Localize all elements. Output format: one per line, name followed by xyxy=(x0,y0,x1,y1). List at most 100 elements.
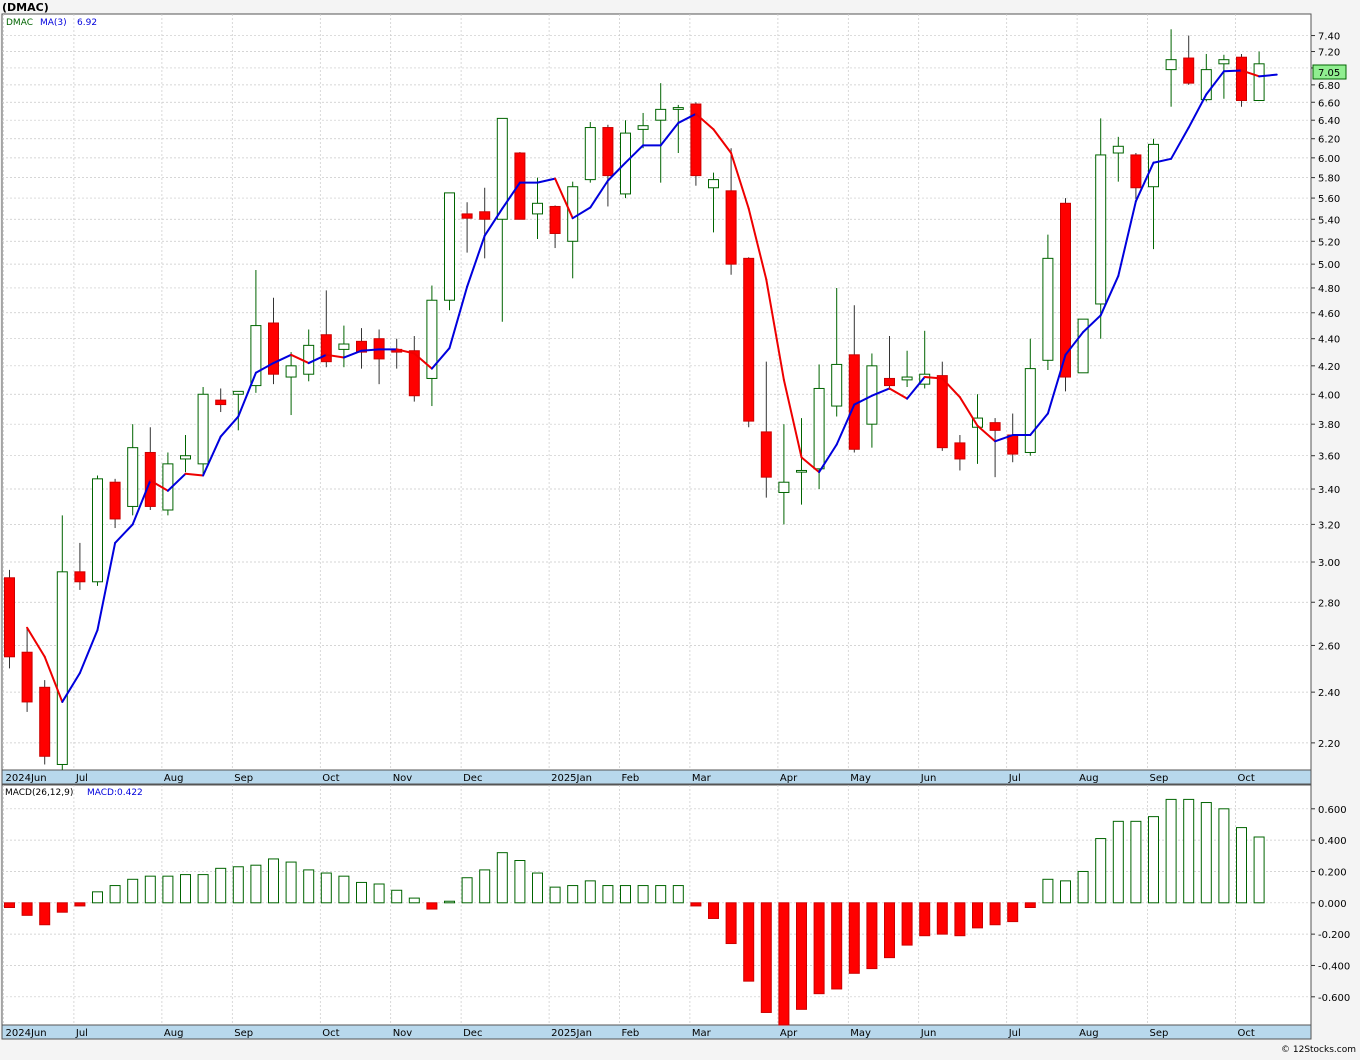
price-legend-ma-value: 6.92 xyxy=(77,18,97,28)
candle-body xyxy=(268,322,279,375)
macd-bar xyxy=(655,885,667,904)
price-tick-label: 2.60 xyxy=(1318,641,1340,652)
candle-body xyxy=(1236,56,1247,101)
ma3-segment xyxy=(659,121,680,147)
candle-body xyxy=(1112,145,1124,154)
candle-body xyxy=(567,186,579,242)
price-tick-label: 5.40 xyxy=(1318,215,1340,226)
ma3-segment xyxy=(800,456,821,474)
macd-bar xyxy=(285,861,297,904)
ma3-segment xyxy=(254,362,275,374)
macd-bar xyxy=(232,866,244,904)
price-tick-label: 3.20 xyxy=(1318,520,1340,531)
macd-date-label: Nov xyxy=(393,1028,413,1039)
macd-bar xyxy=(848,902,860,974)
candle-body xyxy=(796,469,807,473)
ma3-segment xyxy=(1152,157,1173,164)
candle-body xyxy=(690,103,702,177)
ma3-segment xyxy=(554,177,574,220)
chart-title: (DMAC) xyxy=(2,1,49,14)
candle-body xyxy=(655,108,667,121)
macd-bar xyxy=(4,902,15,908)
candle-body xyxy=(250,325,262,387)
price-date-label: Jun xyxy=(920,773,937,784)
ma3-segment xyxy=(1134,161,1155,203)
ma3-segment xyxy=(782,378,803,459)
candle-body xyxy=(197,393,209,465)
macd-bar xyxy=(268,858,279,904)
macd-bar xyxy=(602,885,614,904)
ma3-segment xyxy=(624,144,645,164)
macd-panel xyxy=(1,784,1312,1026)
macd-bar xyxy=(778,902,790,1026)
candle-body xyxy=(39,686,51,757)
price-date-label: Oct xyxy=(322,773,339,784)
macd-bar xyxy=(444,900,455,904)
price-legend-symbol: DMAC xyxy=(6,18,33,28)
candle-body xyxy=(320,334,332,363)
candle-body xyxy=(514,152,526,220)
macd-bar xyxy=(584,880,596,904)
macd-bar xyxy=(1218,808,1230,904)
macd-bar xyxy=(1165,798,1177,904)
ma3-segment xyxy=(1170,126,1190,160)
ma3-segment xyxy=(184,472,205,477)
price-date-label: Oct xyxy=(1238,773,1255,784)
macd-date-label: Aug xyxy=(164,1028,184,1039)
candle-body xyxy=(743,257,755,422)
macd-bar xyxy=(708,902,719,919)
macd-date-label: Oct xyxy=(1238,1028,1255,1039)
price-tick-label: 6.20 xyxy=(1318,135,1340,146)
macd-date-label: Aug xyxy=(1079,1028,1099,1039)
price-date-label: 2025Jan xyxy=(551,773,592,784)
candle-body xyxy=(408,350,420,397)
macd-bar xyxy=(250,864,262,904)
macd-bar xyxy=(989,902,1001,926)
macd-bar xyxy=(1060,880,1071,904)
macd-bar xyxy=(936,902,948,935)
candle-body xyxy=(285,365,297,378)
ma3-segment xyxy=(765,278,785,381)
ma3-segment xyxy=(941,377,961,399)
ma3-segment xyxy=(1258,73,1278,78)
price-date-label: Dec xyxy=(463,773,482,784)
candle-body xyxy=(444,192,455,301)
macd-bar xyxy=(1095,838,1107,904)
candle-body xyxy=(672,107,684,110)
candle-body xyxy=(356,340,367,353)
macd-bar xyxy=(162,875,174,904)
price-panel xyxy=(1,13,1312,771)
price-tick-label: 5.00 xyxy=(1318,260,1340,271)
price-date-band xyxy=(1,769,1312,785)
price-date-label: Jul xyxy=(1008,773,1021,784)
macd-legend-label: MACD(26,12,9) xyxy=(5,788,73,798)
macd-bar xyxy=(39,902,51,926)
macd-date-label: 2025Jan xyxy=(551,1028,592,1039)
macd-tick-label: -0.200 xyxy=(1318,930,1350,941)
macd-date-label: Sep xyxy=(234,1028,253,1039)
candle-body xyxy=(637,125,649,130)
ma3-segment xyxy=(325,353,345,359)
candle-body xyxy=(92,478,103,583)
macd-bar xyxy=(884,902,895,959)
price-tick-label: 4.80 xyxy=(1318,284,1340,295)
price-tick-label: 4.20 xyxy=(1318,362,1340,373)
macd-bar xyxy=(373,883,385,904)
ma3-segment xyxy=(149,479,169,492)
candle-body xyxy=(1024,368,1036,453)
ma3-segment xyxy=(870,387,891,397)
ma3-segment xyxy=(43,655,64,703)
macd-bar xyxy=(180,874,191,904)
macd-tick-label: -0.400 xyxy=(1318,961,1350,972)
candle-body xyxy=(584,127,596,181)
macd-bar xyxy=(92,891,103,904)
macd-bar xyxy=(672,885,684,904)
ma3-segment xyxy=(835,403,856,446)
macd-date-label: Sep xyxy=(1150,1028,1169,1039)
macd-tick-label: 0.000 xyxy=(1318,899,1347,910)
ma3-segment xyxy=(1205,70,1225,96)
price-date-label: Mar xyxy=(692,773,712,784)
price-date-label: May xyxy=(850,773,871,784)
macd-date-label: Feb xyxy=(622,1028,640,1039)
macd-tick-label: -0.600 xyxy=(1318,993,1350,1004)
